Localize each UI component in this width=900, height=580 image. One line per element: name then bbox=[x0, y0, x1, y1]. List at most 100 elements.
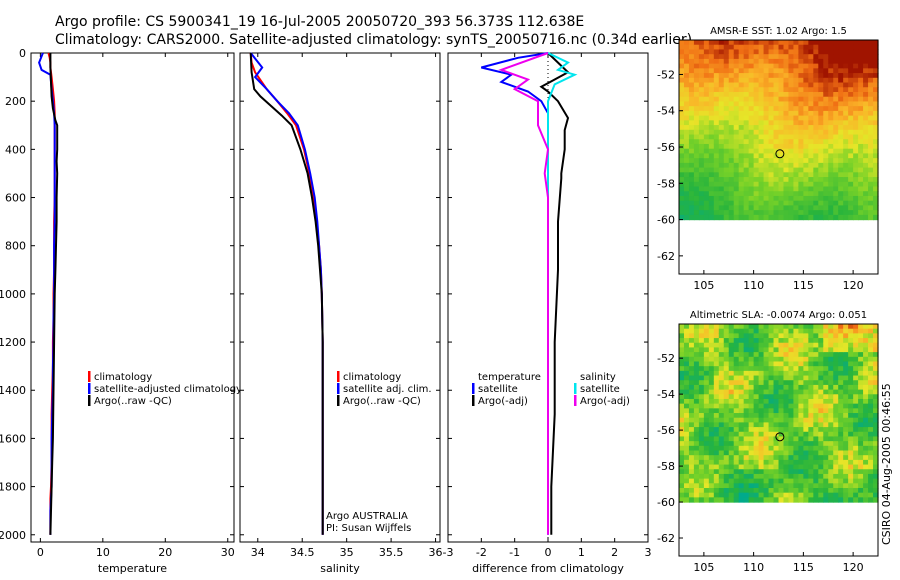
sst-cell bbox=[798, 214, 804, 221]
sst-cell bbox=[763, 191, 770, 197]
sst-cell bbox=[788, 120, 795, 126]
sla-cell bbox=[738, 497, 745, 503]
sla-cell bbox=[728, 375, 735, 381]
difference-xtick-label: 3 bbox=[645, 546, 652, 559]
sla-cell bbox=[708, 450, 715, 456]
sst-cell bbox=[679, 186, 685, 192]
difference-temperature-legend-swatch bbox=[472, 383, 475, 394]
sla-cell bbox=[843, 431, 849, 438]
sla-cell bbox=[703, 473, 710, 480]
sla-cell bbox=[858, 422, 864, 428]
sst-cell bbox=[733, 82, 740, 88]
sst-cell bbox=[798, 158, 804, 164]
sla-cell bbox=[798, 389, 804, 395]
sst-cell bbox=[828, 158, 834, 164]
sst-cell bbox=[773, 205, 780, 211]
sla-cell bbox=[848, 455, 854, 461]
sla-cell bbox=[743, 375, 750, 381]
sst-cell bbox=[718, 82, 725, 88]
sla-cell bbox=[838, 459, 844, 466]
sst-cell bbox=[858, 181, 864, 188]
sst-cell bbox=[718, 129, 725, 136]
sla-cell bbox=[843, 370, 849, 377]
sst-cell bbox=[718, 110, 725, 117]
sst-cell bbox=[773, 63, 780, 69]
sla-cell bbox=[713, 370, 720, 377]
sla-cell bbox=[758, 370, 765, 377]
sla-cell bbox=[753, 441, 760, 447]
sla-cell bbox=[698, 436, 705, 442]
sla-cell bbox=[793, 324, 799, 330]
sst-cell bbox=[743, 200, 750, 207]
sst-cell bbox=[733, 143, 740, 150]
sst-cell bbox=[788, 58, 795, 65]
sla-cell bbox=[773, 347, 780, 353]
sla-cell bbox=[743, 413, 750, 419]
sst-cell bbox=[743, 96, 750, 103]
sla-cell bbox=[748, 380, 755, 386]
sst-cell bbox=[748, 120, 755, 126]
sst-cell bbox=[808, 191, 814, 197]
sla-cell bbox=[823, 497, 829, 503]
sla-cell bbox=[823, 380, 829, 386]
argo-country-annotation: Argo AUSTRALIA bbox=[326, 511, 408, 522]
sla-cell bbox=[728, 445, 735, 452]
sla-cell bbox=[843, 422, 849, 428]
sla-cell bbox=[758, 422, 765, 428]
sla-cell bbox=[688, 370, 695, 377]
sla-cell bbox=[698, 352, 705, 358]
sst-cell bbox=[733, 129, 740, 136]
sst-cell bbox=[818, 191, 824, 197]
sst-cell bbox=[833, 125, 839, 131]
sst-cell bbox=[753, 177, 760, 183]
sst-cell bbox=[783, 68, 790, 74]
sla-cell bbox=[818, 436, 824, 442]
sla-cell bbox=[703, 445, 710, 452]
sla-cell bbox=[768, 417, 775, 423]
sst-cell bbox=[713, 120, 720, 126]
sst-cell bbox=[783, 153, 790, 159]
sla-cell bbox=[813, 408, 819, 414]
sla-cell bbox=[723, 380, 730, 386]
sla-cell bbox=[803, 366, 809, 372]
sst-cell bbox=[823, 200, 829, 207]
sla-cell bbox=[808, 473, 814, 480]
sla-cell bbox=[688, 375, 695, 381]
sla-cell bbox=[833, 417, 839, 423]
sst-cell bbox=[743, 73, 750, 79]
sst-cell bbox=[818, 214, 824, 221]
sst-cell bbox=[773, 110, 780, 117]
sla-cell bbox=[743, 333, 750, 339]
sla-cell bbox=[853, 338, 859, 344]
sst-cell bbox=[793, 101, 799, 107]
sst-cell bbox=[748, 54, 755, 60]
sla-cell bbox=[848, 398, 854, 405]
sst-cell bbox=[718, 54, 725, 60]
sst-cell bbox=[848, 91, 854, 98]
sla-cell bbox=[778, 333, 785, 339]
sst-cell bbox=[723, 181, 730, 188]
sst-cell bbox=[728, 125, 735, 131]
sla-cell bbox=[843, 384, 849, 391]
sla-cell bbox=[688, 347, 695, 353]
sst-cell bbox=[768, 54, 775, 60]
sst-cell bbox=[843, 148, 849, 155]
sst-cell bbox=[863, 54, 869, 60]
sst-cell bbox=[728, 63, 735, 69]
sst-cell bbox=[788, 125, 795, 131]
sst-cell bbox=[838, 158, 844, 164]
sst-cell bbox=[818, 120, 824, 126]
sst-cell bbox=[863, 40, 869, 46]
sst-cell bbox=[753, 148, 760, 155]
sla-cell bbox=[838, 375, 844, 381]
sla-cell bbox=[698, 370, 705, 377]
sla-cell bbox=[778, 375, 785, 381]
sla-cell bbox=[803, 389, 809, 395]
sst-cell bbox=[728, 87, 735, 93]
sla-cell bbox=[708, 384, 715, 391]
sla-cell bbox=[713, 483, 720, 489]
sla-cell bbox=[748, 356, 755, 363]
principal-investigator-annotation: PI: Susan Wijffels bbox=[326, 523, 411, 534]
sst-cell bbox=[763, 110, 770, 117]
sst-cell bbox=[693, 96, 700, 103]
